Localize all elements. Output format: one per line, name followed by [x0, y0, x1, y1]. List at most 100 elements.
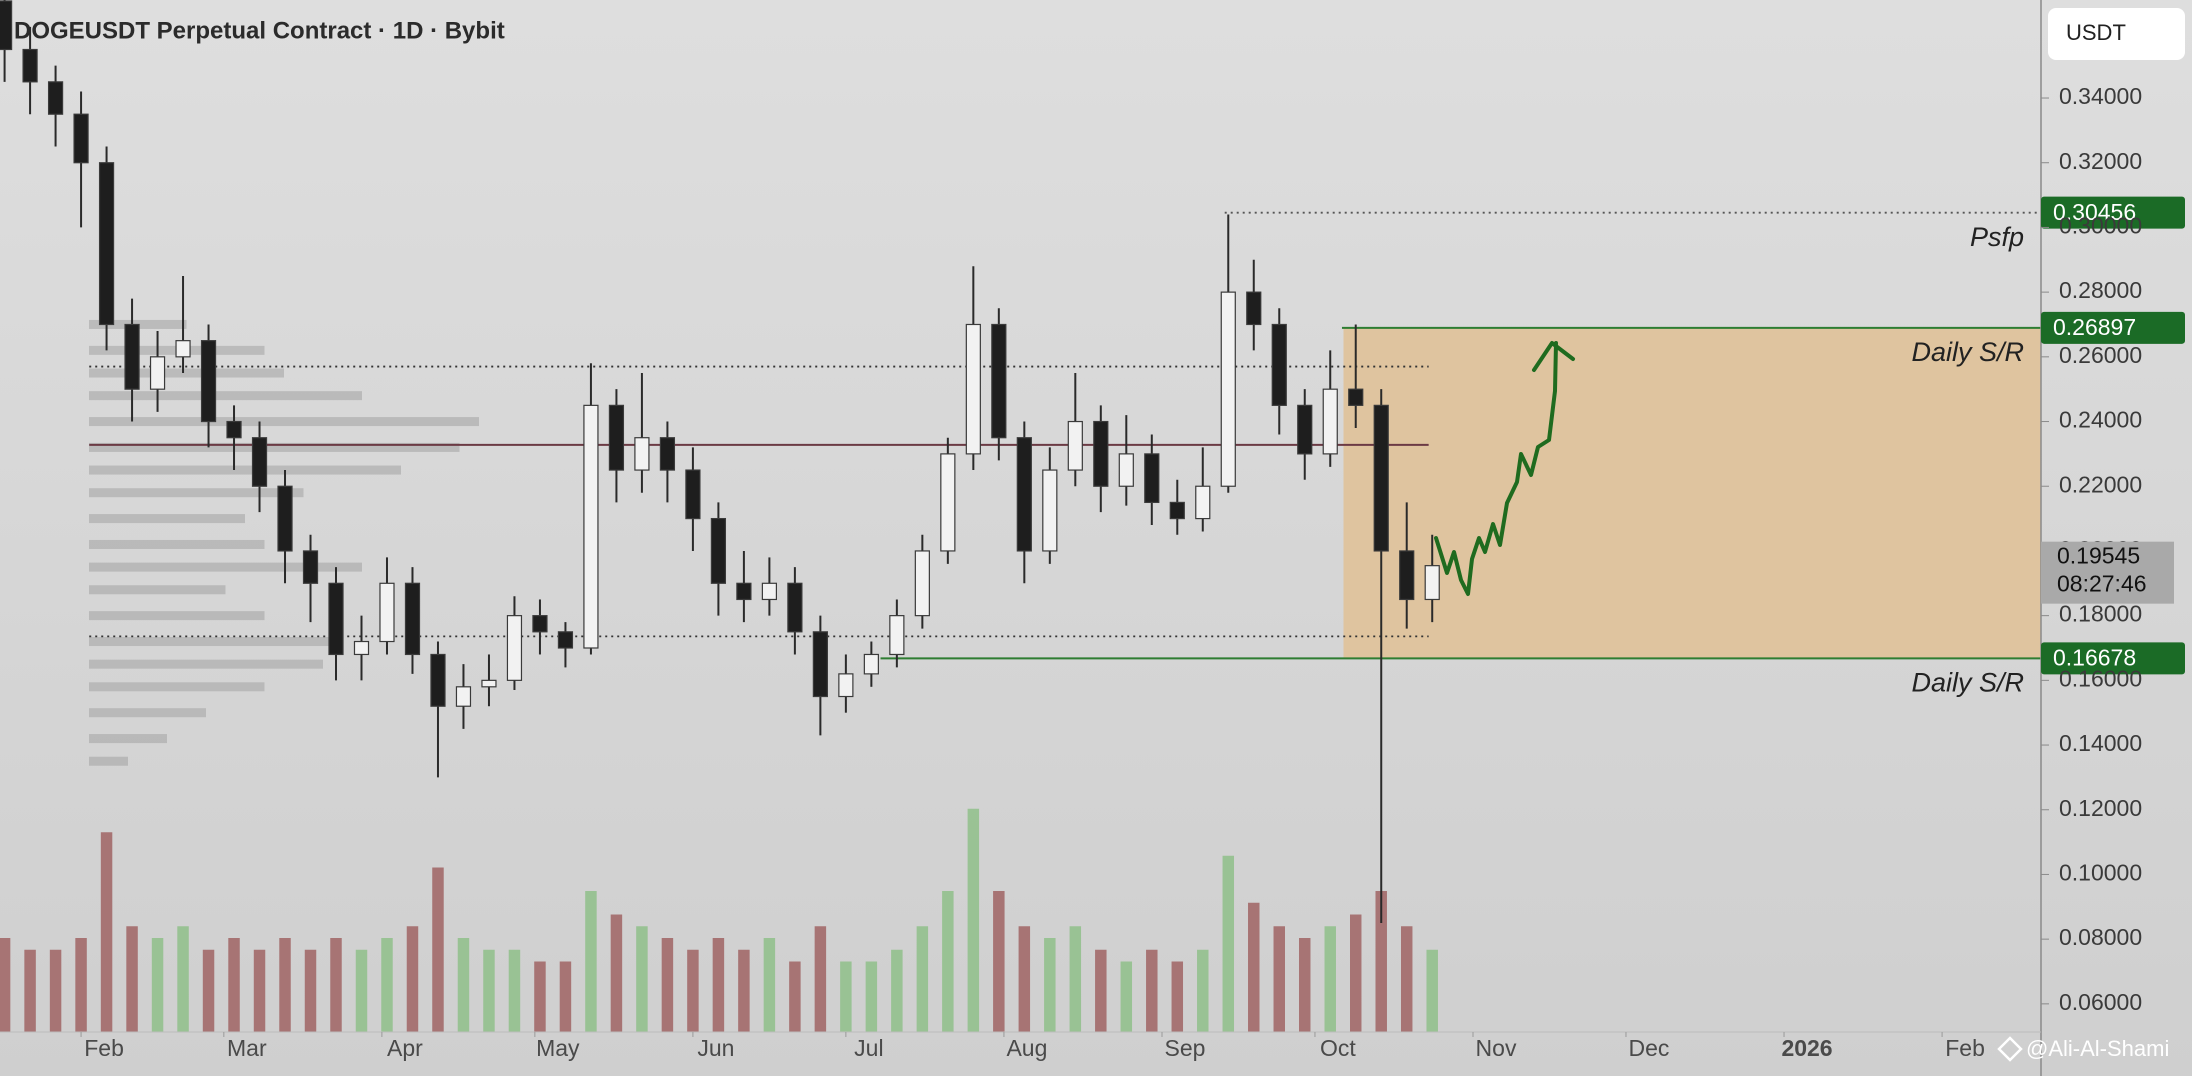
volume-bar — [610, 914, 623, 1032]
volume-bar — [636, 926, 648, 1032]
volume-profile-bar — [89, 417, 479, 427]
watermark-icon — [1997, 1036, 2023, 1062]
volume-profile-bar — [89, 391, 362, 401]
candle-body — [991, 323, 1007, 439]
candle-body — [1348, 388, 1364, 406]
x-tick-label: 2026 — [1781, 1035, 1832, 1061]
y-tick-label: 0.14000 — [2059, 730, 2142, 756]
candle-body — [277, 485, 293, 552]
candle-body — [1169, 501, 1185, 520]
volume-bar — [406, 926, 419, 1032]
volume-bar — [381, 938, 393, 1032]
candle-body — [659, 437, 676, 471]
volume-bar — [177, 926, 189, 1032]
volume-bar — [508, 949, 521, 1032]
volume-profile-bar — [89, 585, 226, 595]
candle-body — [404, 582, 421, 656]
candle-body — [914, 550, 930, 617]
volume-bar — [559, 961, 572, 1032]
x-tick-label: Mar — [227, 1035, 267, 1061]
candle-body — [736, 582, 752, 601]
y-tick-label: 0.24000 — [2059, 407, 2142, 433]
volume-bar — [1197, 949, 1209, 1032]
candle-body — [1144, 453, 1160, 504]
volume-bar — [1044, 938, 1056, 1032]
x-tick-label: Feb — [84, 1035, 124, 1061]
candle-body — [430, 653, 446, 707]
volume-bar — [916, 926, 929, 1032]
x-tick-label: Oct — [1320, 1035, 1356, 1061]
current-price-tag — [2041, 541, 2174, 604]
y-tick-label: 0.22000 — [2059, 471, 2142, 497]
volume-bar — [1171, 961, 1184, 1032]
candle-body — [787, 582, 803, 633]
volume-bar — [1426, 949, 1438, 1032]
candle-body — [1246, 291, 1262, 326]
volume-bar — [1324, 926, 1336, 1032]
volume-bar — [355, 949, 368, 1032]
candle-body — [812, 631, 828, 698]
level-price-tag — [2041, 311, 2185, 344]
x-tick-label: Apr — [387, 1035, 423, 1061]
x-tick-label: Feb — [1945, 1035, 1985, 1061]
candle-body — [1195, 485, 1211, 520]
volume-bar — [840, 961, 852, 1032]
candle-body — [0, 0, 13, 51]
volume-bar — [100, 832, 113, 1032]
candle-body — [557, 631, 574, 649]
y-tick-label: 0.16000 — [2059, 665, 2142, 691]
volume-bar — [1248, 902, 1260, 1032]
volume-bar — [1018, 926, 1031, 1032]
volume-bar — [763, 938, 776, 1032]
volume-profile-bar — [89, 442, 460, 452]
plot-area — [0, 0, 2041, 1032]
volume-bar — [253, 949, 266, 1032]
volume-bar — [457, 938, 470, 1032]
y-tick-label: 0.08000 — [2059, 924, 2142, 950]
volume-bar — [942, 891, 954, 1032]
x-tick-label: Aug — [1006, 1035, 1047, 1061]
candle-body — [1424, 565, 1440, 601]
chart-title: DOGEUSDT Perpetual Contract · 1D · Bybit — [14, 17, 505, 44]
candle-body — [532, 615, 548, 633]
projection-arrow — [1434, 341, 1575, 596]
candle-body — [685, 469, 701, 520]
volume-bar — [151, 938, 164, 1032]
volume-bar — [993, 891, 1005, 1032]
candle-body — [1067, 420, 1083, 471]
volume-bar — [49, 949, 62, 1032]
candle-body — [226, 420, 242, 439]
y-tick-label: 0.28000 — [2059, 277, 2142, 303]
y-tick-label: 0.10000 — [2059, 860, 2142, 886]
candle-body — [1297, 404, 1313, 455]
level-label: Psfp — [1970, 222, 2024, 252]
currency-button[interactable] — [2048, 8, 2185, 60]
volume-bar — [1146, 949, 1158, 1032]
candle-body — [965, 323, 981, 455]
volume-bar — [1350, 914, 1362, 1032]
volume-bar — [126, 926, 138, 1032]
candle-body — [1373, 404, 1389, 552]
volume-bar — [202, 949, 215, 1032]
currency-label[interactable]: USDT — [2066, 20, 2126, 45]
candle-body — [940, 453, 956, 552]
volume-profile-bar — [89, 682, 265, 692]
candle-body — [1220, 291, 1236, 487]
level-price-tag-text: 0.16678 — [2053, 644, 2136, 670]
candle-body — [506, 615, 523, 681]
y-tick-label: 0.34000 — [2059, 83, 2142, 109]
volume-profile-bar — [89, 659, 323, 669]
sr-zone — [1343, 327, 2041, 659]
level-price-tag-text: 0.30456 — [2053, 199, 2136, 225]
volume-bar — [1400, 926, 1413, 1032]
candle-body — [1093, 420, 1109, 487]
y-tick-label: 0.26000 — [2059, 342, 2142, 368]
candle-body — [379, 582, 395, 643]
volume-profile-bar — [89, 465, 401, 475]
volume-bar — [1375, 891, 1387, 1032]
volume-profile-bar — [89, 611, 265, 621]
volume-profile-bar — [89, 637, 343, 647]
candle-body — [73, 113, 89, 164]
y-tick-label: 0.06000 — [2059, 989, 2142, 1015]
current-price: 0.19545 — [2057, 543, 2140, 569]
